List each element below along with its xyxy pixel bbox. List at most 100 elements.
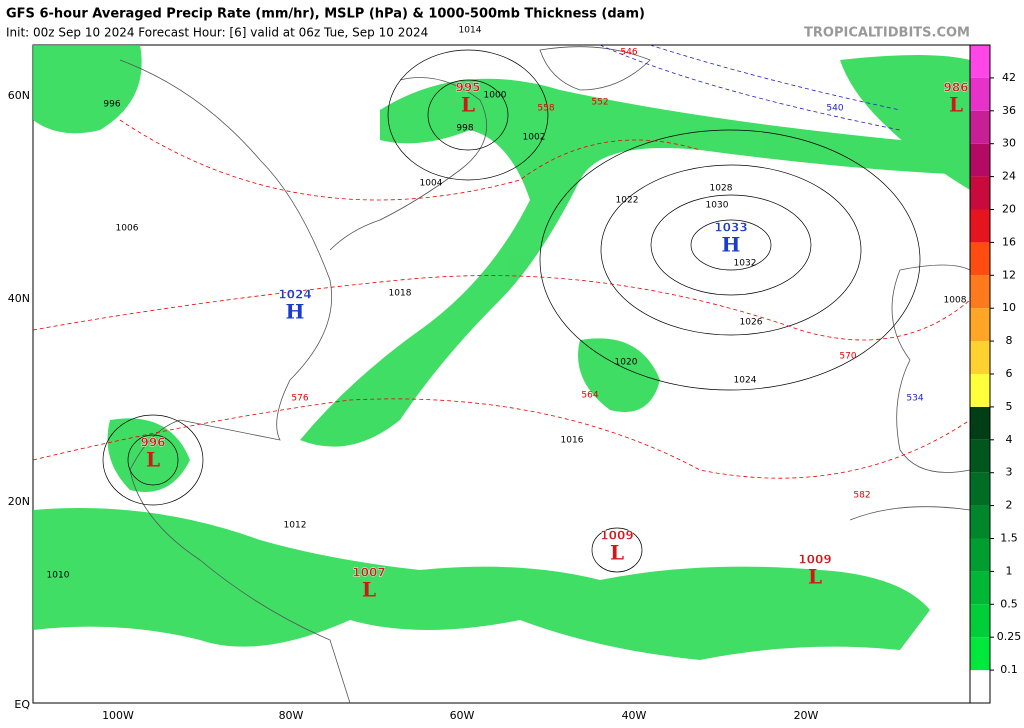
- center-pressure: 1009: [600, 529, 633, 543]
- colorbar-label: 20: [1002, 203, 1016, 216]
- contour-label: 576: [291, 394, 308, 404]
- colorbar-band: [970, 275, 990, 309]
- coastlines: [119, 46, 971, 704]
- center-pressure: 1009: [798, 553, 831, 567]
- colorbar-band: [970, 604, 990, 638]
- contour-label: 1012: [284, 521, 307, 531]
- center-pressure: 1007: [352, 566, 385, 580]
- contour-label: 1022: [616, 196, 639, 206]
- lat-label: 40N: [8, 292, 30, 305]
- lon-label: 60W: [450, 709, 475, 722]
- colorbar-label: 10: [1002, 301, 1016, 314]
- colorbar-band: [970, 670, 990, 703]
- colorbar-band: [970, 406, 990, 440]
- colorbar-band: [970, 439, 990, 473]
- colorbar-label: 5: [1006, 400, 1013, 413]
- thickness-cold: [599, 44, 901, 131]
- colorbar-label: 30: [1002, 137, 1016, 150]
- center-kind: L: [146, 448, 160, 472]
- init-line: Init: 00z Sep 10 2024 Forecast Hour: [6]…: [6, 26, 428, 40]
- colorbar-band: [970, 374, 990, 407]
- center-pressure: 986: [943, 81, 968, 95]
- contour-label: 1014: [459, 26, 482, 36]
- contour-label: 1008: [944, 296, 967, 306]
- title: GFS 6-hour Averaged Precip Rate (mm/hr),…: [6, 7, 645, 22]
- contour-label: 540: [826, 104, 843, 114]
- lon-label: 20W: [794, 709, 819, 722]
- colorbar-band: [970, 472, 990, 506]
- contour-label: 1016: [561, 436, 584, 446]
- center-kind: H: [722, 233, 741, 257]
- colorbar-label: 1: [1006, 564, 1013, 577]
- contour-label: 1026: [740, 318, 763, 328]
- colorbar-band: [970, 242, 990, 276]
- contour-label: 1020: [615, 358, 638, 368]
- colorbar-band: [970, 571, 990, 605]
- colorbar-label: 0.1: [1000, 663, 1018, 676]
- colorbar-band: [970, 176, 990, 210]
- contour-label: 552: [591, 98, 608, 108]
- contour-label: 1000: [484, 91, 507, 101]
- colorbar-label: 8: [1006, 334, 1013, 347]
- contour-label: 996: [103, 100, 120, 110]
- center-kind: L: [362, 578, 376, 602]
- colorbar-label: 0.25: [997, 630, 1022, 643]
- contour-label: 1024: [734, 376, 757, 386]
- contour-label: 570: [839, 352, 856, 362]
- thickness: [32, 119, 971, 479]
- colorbar-label: 4: [1006, 433, 1013, 446]
- colorbar-band: [970, 209, 990, 243]
- contour-label: 1010: [47, 571, 70, 581]
- colorbar: 0.1 0.25 0.5 1 1.5 2 3 4 5 6 8 10 12 16 20 24 30 36 42: [969, 44, 1022, 704]
- contour-label: 1018: [389, 289, 412, 299]
- center-pressure: 995: [455, 81, 480, 95]
- lat-label: 20N: [8, 495, 30, 508]
- lat-label: 60N: [8, 89, 30, 102]
- colorbar-label: 12: [1002, 268, 1016, 281]
- colorbar-band: [970, 308, 990, 342]
- center-pressure: 1024: [278, 288, 311, 302]
- colorbar-band: [970, 77, 990, 111]
- isobars: [102, 49, 921, 573]
- contour-label: 1002: [523, 133, 546, 143]
- colorbar-label: 16: [1002, 235, 1016, 248]
- contour-label: 546: [620, 48, 637, 58]
- center-kind: L: [949, 93, 963, 117]
- colorbar-band: [970, 637, 990, 671]
- lat-label: EQ: [14, 698, 30, 711]
- colorbar-band: [970, 341, 990, 374]
- colorbar-label: 3: [1006, 466, 1013, 479]
- colorbar-band: [970, 110, 990, 144]
- center-kind: H: [286, 300, 305, 324]
- colorbar-band: [970, 505, 990, 539]
- contour-label: 1032: [734, 259, 757, 269]
- contour-label: 564: [581, 391, 598, 401]
- colorbar-label: 0.5: [1000, 597, 1018, 610]
- center-pressure: 996: [140, 436, 165, 450]
- contour-label: 1006: [116, 224, 139, 234]
- contour-label: 1028: [710, 184, 733, 194]
- colorbar-label: 6: [1006, 367, 1013, 380]
- colorbar-label: 42: [1002, 71, 1016, 84]
- contour-label: 558: [537, 104, 554, 114]
- center-kind: L: [610, 541, 624, 565]
- contour-label: 582: [853, 491, 870, 501]
- center-pressure: 1033: [714, 221, 747, 235]
- contour-label: 534: [906, 394, 923, 404]
- center-kind: L: [461, 93, 475, 117]
- contour-label: 1004: [420, 179, 443, 189]
- colorbar-label: 1.5: [1000, 532, 1018, 545]
- colorbar-band: [970, 143, 990, 177]
- colorbar-label: 2: [1006, 499, 1013, 512]
- contour-label: 1030: [706, 201, 729, 211]
- contour-label: 998: [456, 124, 473, 134]
- lon-label: 100W: [102, 709, 134, 722]
- colorbar-band: [970, 538, 990, 572]
- colorbar-band: [970, 45, 990, 78]
- lon-label: 80W: [279, 709, 304, 722]
- lon-label: 40W: [622, 709, 647, 722]
- site: TROPICALTIDBITS.COM: [804, 26, 970, 41]
- colorbar-label: 36: [1002, 104, 1016, 117]
- center-kind: L: [808, 565, 822, 589]
